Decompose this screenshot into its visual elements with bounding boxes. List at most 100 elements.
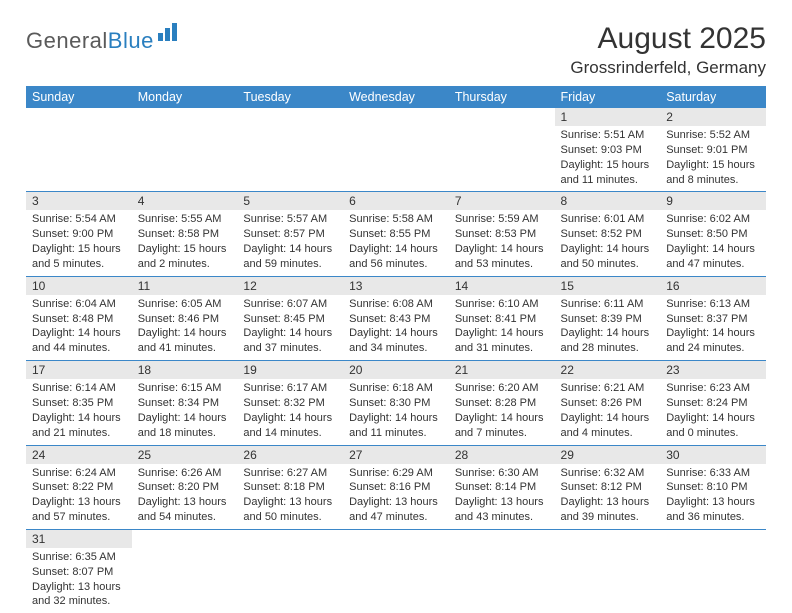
day-details: Sunrise: 5:51 AMSunset: 9:03 PMDaylight:… xyxy=(555,126,661,191)
sunrise-text: Sunrise: 6:24 AM xyxy=(32,466,126,481)
day-number: 30 xyxy=(660,446,766,464)
daylight-text: Daylight: 14 hours and 56 minutes. xyxy=(349,242,443,272)
sunset-text: Sunset: 8:43 PM xyxy=(349,312,443,327)
calendar-week-row: 31Sunrise: 6:35 AMSunset: 8:07 PMDayligh… xyxy=(26,529,766,613)
month-title: August 2025 xyxy=(570,22,766,56)
sunrise-text: Sunrise: 5:58 AM xyxy=(349,212,443,227)
daylight-text: Daylight: 13 hours and 43 minutes. xyxy=(455,495,549,525)
day-number: 27 xyxy=(343,446,449,464)
daylight-text: Daylight: 15 hours and 5 minutes. xyxy=(32,242,126,272)
calendar-day-cell: 8Sunrise: 6:01 AMSunset: 8:52 PMDaylight… xyxy=(555,192,661,276)
day-number: 9 xyxy=(660,192,766,210)
sunrise-text: Sunrise: 6:14 AM xyxy=(32,381,126,396)
calendar-day-cell: 18Sunrise: 6:15 AMSunset: 8:34 PMDayligh… xyxy=(132,361,238,445)
day-number: 8 xyxy=(555,192,661,210)
daylight-text: Daylight: 14 hours and 21 minutes. xyxy=(32,411,126,441)
sunrise-text: Sunrise: 6:29 AM xyxy=(349,466,443,481)
day-details: Sunrise: 6:23 AMSunset: 8:24 PMDaylight:… xyxy=(660,379,766,444)
calendar-table: SundayMondayTuesdayWednesdayThursdayFrid… xyxy=(26,86,766,613)
sunrise-text: Sunrise: 6:33 AM xyxy=(666,466,760,481)
day-number: 22 xyxy=(555,361,661,379)
daylight-text: Daylight: 14 hours and 0 minutes. xyxy=(666,411,760,441)
empty-day xyxy=(237,108,343,126)
sunrise-text: Sunrise: 6:26 AM xyxy=(138,466,232,481)
day-number: 20 xyxy=(343,361,449,379)
sunset-text: Sunset: 8:39 PM xyxy=(561,312,655,327)
daylight-text: Daylight: 14 hours and 4 minutes. xyxy=(561,411,655,441)
day-number: 6 xyxy=(343,192,449,210)
day-number: 17 xyxy=(26,361,132,379)
weekday-header: Sunday xyxy=(26,86,132,108)
calendar-day-cell xyxy=(237,529,343,613)
sunset-text: Sunset: 8:30 PM xyxy=(349,396,443,411)
calendar-day-cell: 26Sunrise: 6:27 AMSunset: 8:18 PMDayligh… xyxy=(237,445,343,529)
daylight-text: Daylight: 13 hours and 54 minutes. xyxy=(138,495,232,525)
daylight-text: Daylight: 14 hours and 11 minutes. xyxy=(349,411,443,441)
day-number: 12 xyxy=(237,277,343,295)
day-number: 16 xyxy=(660,277,766,295)
day-number: 7 xyxy=(449,192,555,210)
sunrise-text: Sunrise: 5:51 AM xyxy=(561,128,655,143)
calendar-day-cell xyxy=(237,108,343,192)
sunrise-text: Sunrise: 6:08 AM xyxy=(349,297,443,312)
calendar-week-row: 1Sunrise: 5:51 AMSunset: 9:03 PMDaylight… xyxy=(26,108,766,192)
calendar-day-cell xyxy=(343,108,449,192)
sunset-text: Sunset: 8:48 PM xyxy=(32,312,126,327)
daylight-text: Daylight: 15 hours and 2 minutes. xyxy=(138,242,232,272)
day-details: Sunrise: 6:35 AMSunset: 8:07 PMDaylight:… xyxy=(26,548,132,613)
day-number: 3 xyxy=(26,192,132,210)
weekday-header: Tuesday xyxy=(237,86,343,108)
sunset-text: Sunset: 8:53 PM xyxy=(455,227,549,242)
sunset-text: Sunset: 8:20 PM xyxy=(138,480,232,495)
day-number: 28 xyxy=(449,446,555,464)
day-details: Sunrise: 6:20 AMSunset: 8:28 PMDaylight:… xyxy=(449,379,555,444)
day-details: Sunrise: 6:05 AMSunset: 8:46 PMDaylight:… xyxy=(132,295,238,360)
day-details: Sunrise: 6:21 AMSunset: 8:26 PMDaylight:… xyxy=(555,379,661,444)
day-details: Sunrise: 6:17 AMSunset: 8:32 PMDaylight:… xyxy=(237,379,343,444)
calendar-day-cell: 13Sunrise: 6:08 AMSunset: 8:43 PMDayligh… xyxy=(343,276,449,360)
day-details: Sunrise: 6:33 AMSunset: 8:10 PMDaylight:… xyxy=(660,464,766,529)
daylight-text: Daylight: 13 hours and 50 minutes. xyxy=(243,495,337,525)
calendar-day-cell xyxy=(343,529,449,613)
sunset-text: Sunset: 9:00 PM xyxy=(32,227,126,242)
day-details: Sunrise: 5:58 AMSunset: 8:55 PMDaylight:… xyxy=(343,210,449,275)
day-details: Sunrise: 6:15 AMSunset: 8:34 PMDaylight:… xyxy=(132,379,238,444)
day-details: Sunrise: 5:57 AMSunset: 8:57 PMDaylight:… xyxy=(237,210,343,275)
sunrise-text: Sunrise: 5:57 AM xyxy=(243,212,337,227)
day-number: 21 xyxy=(449,361,555,379)
calendar-day-cell: 21Sunrise: 6:20 AMSunset: 8:28 PMDayligh… xyxy=(449,361,555,445)
daylight-text: Daylight: 13 hours and 32 minutes. xyxy=(32,580,126,610)
day-details: Sunrise: 6:32 AMSunset: 8:12 PMDaylight:… xyxy=(555,464,661,529)
sunset-text: Sunset: 8:12 PM xyxy=(561,480,655,495)
sunset-text: Sunset: 8:14 PM xyxy=(455,480,549,495)
calendar-day-cell xyxy=(660,529,766,613)
calendar-body: 1Sunrise: 5:51 AMSunset: 9:03 PMDaylight… xyxy=(26,108,766,613)
weekday-header: Wednesday xyxy=(343,86,449,108)
sunset-text: Sunset: 9:01 PM xyxy=(666,143,760,158)
calendar-day-cell: 22Sunrise: 6:21 AMSunset: 8:26 PMDayligh… xyxy=(555,361,661,445)
day-details: Sunrise: 5:54 AMSunset: 9:00 PMDaylight:… xyxy=(26,210,132,275)
sunrise-text: Sunrise: 6:32 AM xyxy=(561,466,655,481)
calendar-week-row: 17Sunrise: 6:14 AMSunset: 8:35 PMDayligh… xyxy=(26,361,766,445)
calendar-day-cell: 15Sunrise: 6:11 AMSunset: 8:39 PMDayligh… xyxy=(555,276,661,360)
day-number: 10 xyxy=(26,277,132,295)
sunrise-text: Sunrise: 6:07 AM xyxy=(243,297,337,312)
sunset-text: Sunset: 8:10 PM xyxy=(666,480,760,495)
day-details: Sunrise: 6:01 AMSunset: 8:52 PMDaylight:… xyxy=(555,210,661,275)
sunrise-text: Sunrise: 6:01 AM xyxy=(561,212,655,227)
calendar-day-cell: 23Sunrise: 6:23 AMSunset: 8:24 PMDayligh… xyxy=(660,361,766,445)
sunrise-text: Sunrise: 6:05 AM xyxy=(138,297,232,312)
calendar-day-cell: 2Sunrise: 5:52 AMSunset: 9:01 PMDaylight… xyxy=(660,108,766,192)
calendar-day-cell xyxy=(449,108,555,192)
day-details: Sunrise: 6:29 AMSunset: 8:16 PMDaylight:… xyxy=(343,464,449,529)
empty-day xyxy=(449,108,555,126)
daylight-text: Daylight: 13 hours and 36 minutes. xyxy=(666,495,760,525)
sunset-text: Sunset: 8:26 PM xyxy=(561,396,655,411)
calendar-page: GeneralBlue August 2025 Grossrinderfeld,… xyxy=(0,0,792,613)
day-number: 23 xyxy=(660,361,766,379)
calendar-week-row: 10Sunrise: 6:04 AMSunset: 8:48 PMDayligh… xyxy=(26,276,766,360)
calendar-day-cell: 20Sunrise: 6:18 AMSunset: 8:30 PMDayligh… xyxy=(343,361,449,445)
day-details: Sunrise: 6:30 AMSunset: 8:14 PMDaylight:… xyxy=(449,464,555,529)
calendar-day-cell: 5Sunrise: 5:57 AMSunset: 8:57 PMDaylight… xyxy=(237,192,343,276)
daylight-text: Daylight: 13 hours and 47 minutes. xyxy=(349,495,443,525)
